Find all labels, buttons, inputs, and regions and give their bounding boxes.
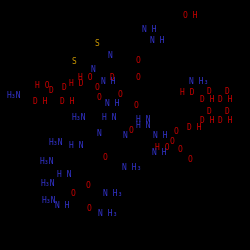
Text: N H: N H: [142, 26, 156, 35]
Text: H O: H O: [78, 72, 92, 82]
Text: O: O: [102, 153, 107, 162]
Text: H₃N: H₃N: [39, 158, 54, 166]
Text: O: O: [133, 100, 138, 110]
Text: O: O: [128, 126, 134, 135]
Text: O H: O H: [183, 10, 197, 20]
Text: S: S: [71, 58, 76, 66]
Text: O: O: [174, 126, 178, 136]
Text: D H: D H: [33, 98, 47, 106]
Text: D: D: [48, 86, 53, 95]
Text: N: N: [96, 128, 102, 138]
Text: N: N: [90, 66, 95, 74]
Text: O: O: [118, 90, 122, 99]
Text: D: D: [224, 108, 229, 116]
Text: H₃N: H₃N: [49, 138, 63, 147]
Text: D H: D H: [60, 98, 75, 106]
Text: N H: N H: [152, 148, 166, 157]
Text: O: O: [187, 156, 192, 164]
Text: N H₃: N H₃: [103, 188, 123, 198]
Text: D H: D H: [187, 123, 201, 132]
Text: O: O: [96, 94, 101, 102]
Text: N H: N H: [101, 76, 115, 86]
Text: H₃N: H₃N: [6, 91, 21, 100]
Text: D: D: [224, 86, 229, 96]
Text: N H: N H: [55, 200, 69, 209]
Text: H N: H N: [69, 140, 84, 149]
Text: N: N: [108, 51, 112, 60]
Text: N: N: [122, 131, 127, 140]
Text: D: D: [110, 72, 114, 82]
Text: D H: D H: [218, 95, 233, 104]
Text: D: D: [206, 108, 212, 116]
Text: H N: H N: [136, 121, 150, 130]
Text: H O: H O: [35, 80, 50, 90]
Text: O: O: [169, 138, 174, 146]
Text: N H: N H: [105, 100, 119, 108]
Text: D H: D H: [200, 95, 215, 104]
Text: H D: H D: [69, 78, 84, 88]
Text: N H₃: N H₃: [98, 208, 117, 218]
Text: D: D: [206, 86, 212, 96]
Text: O: O: [135, 72, 140, 82]
Text: H N: H N: [136, 114, 150, 124]
Text: D H: D H: [218, 116, 233, 125]
Text: N H: N H: [150, 36, 164, 45]
Text: H O: H O: [155, 142, 169, 152]
Text: O: O: [86, 204, 91, 213]
Text: H₃N: H₃N: [72, 113, 86, 122]
Text: D H: D H: [200, 116, 215, 125]
Text: D: D: [61, 83, 66, 92]
Text: O: O: [94, 84, 99, 92]
Text: H₃N: H₃N: [41, 178, 55, 188]
Text: O: O: [70, 190, 75, 198]
Text: N H₃: N H₃: [122, 163, 141, 172]
Text: H N: H N: [102, 113, 116, 122]
Text: H D: H D: [180, 88, 195, 97]
Text: H₃N: H₃N: [42, 196, 56, 205]
Text: H N: H N: [57, 170, 71, 179]
Text: O: O: [136, 56, 140, 65]
Text: N H₃: N H₃: [189, 77, 208, 86]
Text: S: S: [94, 40, 100, 48]
Text: O: O: [85, 182, 90, 190]
Text: O: O: [178, 145, 182, 154]
Text: N H: N H: [153, 130, 167, 140]
